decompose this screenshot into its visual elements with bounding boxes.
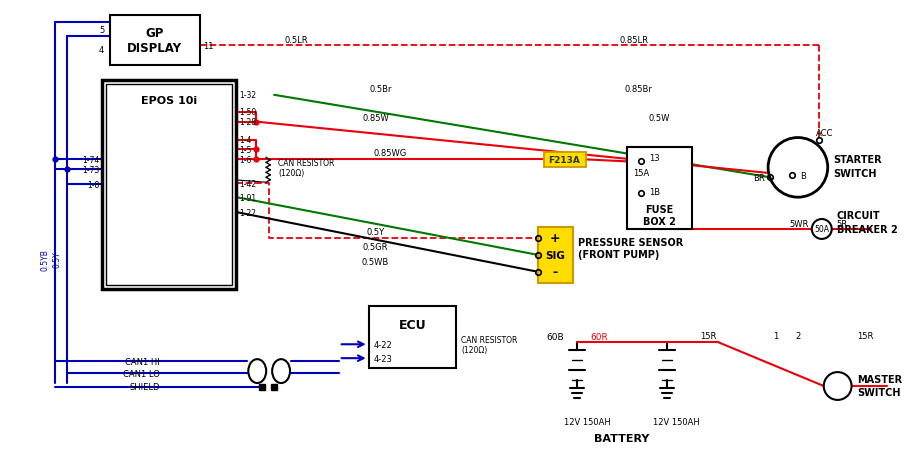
Text: 5: 5 xyxy=(99,26,104,35)
Text: 1-28: 1-28 xyxy=(239,118,256,127)
Text: 1: 1 xyxy=(773,331,777,340)
Text: 2: 2 xyxy=(794,331,800,340)
FancyBboxPatch shape xyxy=(106,85,233,285)
Text: FUSE
BOX 2: FUSE BOX 2 xyxy=(642,205,675,226)
Text: ECU: ECU xyxy=(398,318,425,331)
Text: 4: 4 xyxy=(99,46,104,55)
Text: CAN RESISTOR
(120Ω): CAN RESISTOR (120Ω) xyxy=(278,158,335,178)
Text: 0.5Y: 0.5Y xyxy=(366,228,384,237)
Text: 60B: 60B xyxy=(546,332,563,341)
Text: 4-22: 4-22 xyxy=(373,340,391,349)
Text: SIG: SIG xyxy=(545,250,565,260)
Text: 1-5: 1-5 xyxy=(239,146,252,155)
Text: 0.5Y: 0.5Y xyxy=(53,251,62,267)
FancyBboxPatch shape xyxy=(626,148,691,230)
Text: 12V 150AH: 12V 150AH xyxy=(652,417,699,426)
Text: 60R: 60R xyxy=(590,332,607,341)
Text: CAN1 LO: CAN1 LO xyxy=(123,369,160,378)
FancyBboxPatch shape xyxy=(110,16,199,66)
Circle shape xyxy=(811,220,831,239)
Text: 1-4: 1-4 xyxy=(239,136,252,145)
Text: 5R: 5R xyxy=(835,219,846,228)
Text: 1B: 1B xyxy=(648,187,659,196)
Text: 1-74: 1-74 xyxy=(82,156,99,165)
FancyBboxPatch shape xyxy=(537,227,573,283)
Text: -: - xyxy=(552,266,557,279)
FancyBboxPatch shape xyxy=(102,81,236,289)
Text: ACC: ACC xyxy=(815,129,833,138)
Text: MASTER: MASTER xyxy=(857,374,902,384)
Text: 11: 11 xyxy=(203,41,214,51)
Ellipse shape xyxy=(248,359,266,383)
FancyBboxPatch shape xyxy=(369,307,456,368)
Text: (FRONT PUMP): (FRONT PUMP) xyxy=(578,249,659,259)
Text: 1-73: 1-73 xyxy=(82,166,99,175)
Text: 1-8: 1-8 xyxy=(87,180,99,189)
Text: CAN1 HI: CAN1 HI xyxy=(125,357,160,366)
Text: 0.85W: 0.85W xyxy=(362,114,389,123)
Text: 1-22: 1-22 xyxy=(239,208,256,217)
Text: 13: 13 xyxy=(648,154,659,162)
Text: 5WR: 5WR xyxy=(789,219,808,228)
Text: 1-32: 1-32 xyxy=(239,91,256,100)
Text: 0.85LR: 0.85LR xyxy=(618,36,648,45)
FancyBboxPatch shape xyxy=(544,153,585,168)
Text: BATTERY: BATTERY xyxy=(594,433,649,443)
Text: F213A: F213A xyxy=(548,156,580,165)
Text: CIRCUIT: CIRCUIT xyxy=(835,211,879,221)
Text: 1-42: 1-42 xyxy=(239,179,256,189)
Text: B: B xyxy=(800,171,805,180)
Text: BR: BR xyxy=(753,174,765,182)
Text: 15R: 15R xyxy=(857,331,873,340)
Text: +: + xyxy=(550,232,560,245)
Text: SHIELD: SHIELD xyxy=(130,382,160,391)
Text: 0.5GR: 0.5GR xyxy=(362,243,388,252)
Circle shape xyxy=(767,138,827,198)
Text: GP
DISPLAY: GP DISPLAY xyxy=(127,27,182,55)
Text: SWITCH: SWITCH xyxy=(857,387,900,397)
Text: 15A: 15A xyxy=(632,169,648,177)
Text: 0.5YB: 0.5YB xyxy=(40,249,49,270)
Text: 0.85Br: 0.85Br xyxy=(624,85,652,94)
Text: 0.5Br: 0.5Br xyxy=(369,85,391,94)
Text: 1-6: 1-6 xyxy=(239,156,252,165)
Text: 0.5WB: 0.5WB xyxy=(361,258,389,267)
Circle shape xyxy=(823,372,851,400)
Text: 0.85WG: 0.85WG xyxy=(373,149,406,157)
Text: 1-50: 1-50 xyxy=(239,108,256,117)
Text: 12V 150AH: 12V 150AH xyxy=(563,417,610,426)
Text: 0.5LR: 0.5LR xyxy=(284,36,308,45)
Text: BREAKER 2: BREAKER 2 xyxy=(835,225,896,235)
Text: EPOS 10i: EPOS 10i xyxy=(142,96,198,106)
Text: PRESSURE SENSOR: PRESSURE SENSOR xyxy=(578,237,683,247)
Text: SWITCH: SWITCH xyxy=(833,169,876,179)
Text: 4-23: 4-23 xyxy=(373,354,392,363)
Text: 1-91: 1-91 xyxy=(239,193,256,202)
Text: 50A: 50A xyxy=(813,225,828,234)
Text: STARTER: STARTER xyxy=(833,155,881,165)
Text: 0.5W: 0.5W xyxy=(647,114,669,123)
Ellipse shape xyxy=(272,359,289,383)
Text: 15R: 15R xyxy=(699,331,716,340)
Text: CAN RESISTOR
(120Ω): CAN RESISTOR (120Ω) xyxy=(460,335,516,354)
